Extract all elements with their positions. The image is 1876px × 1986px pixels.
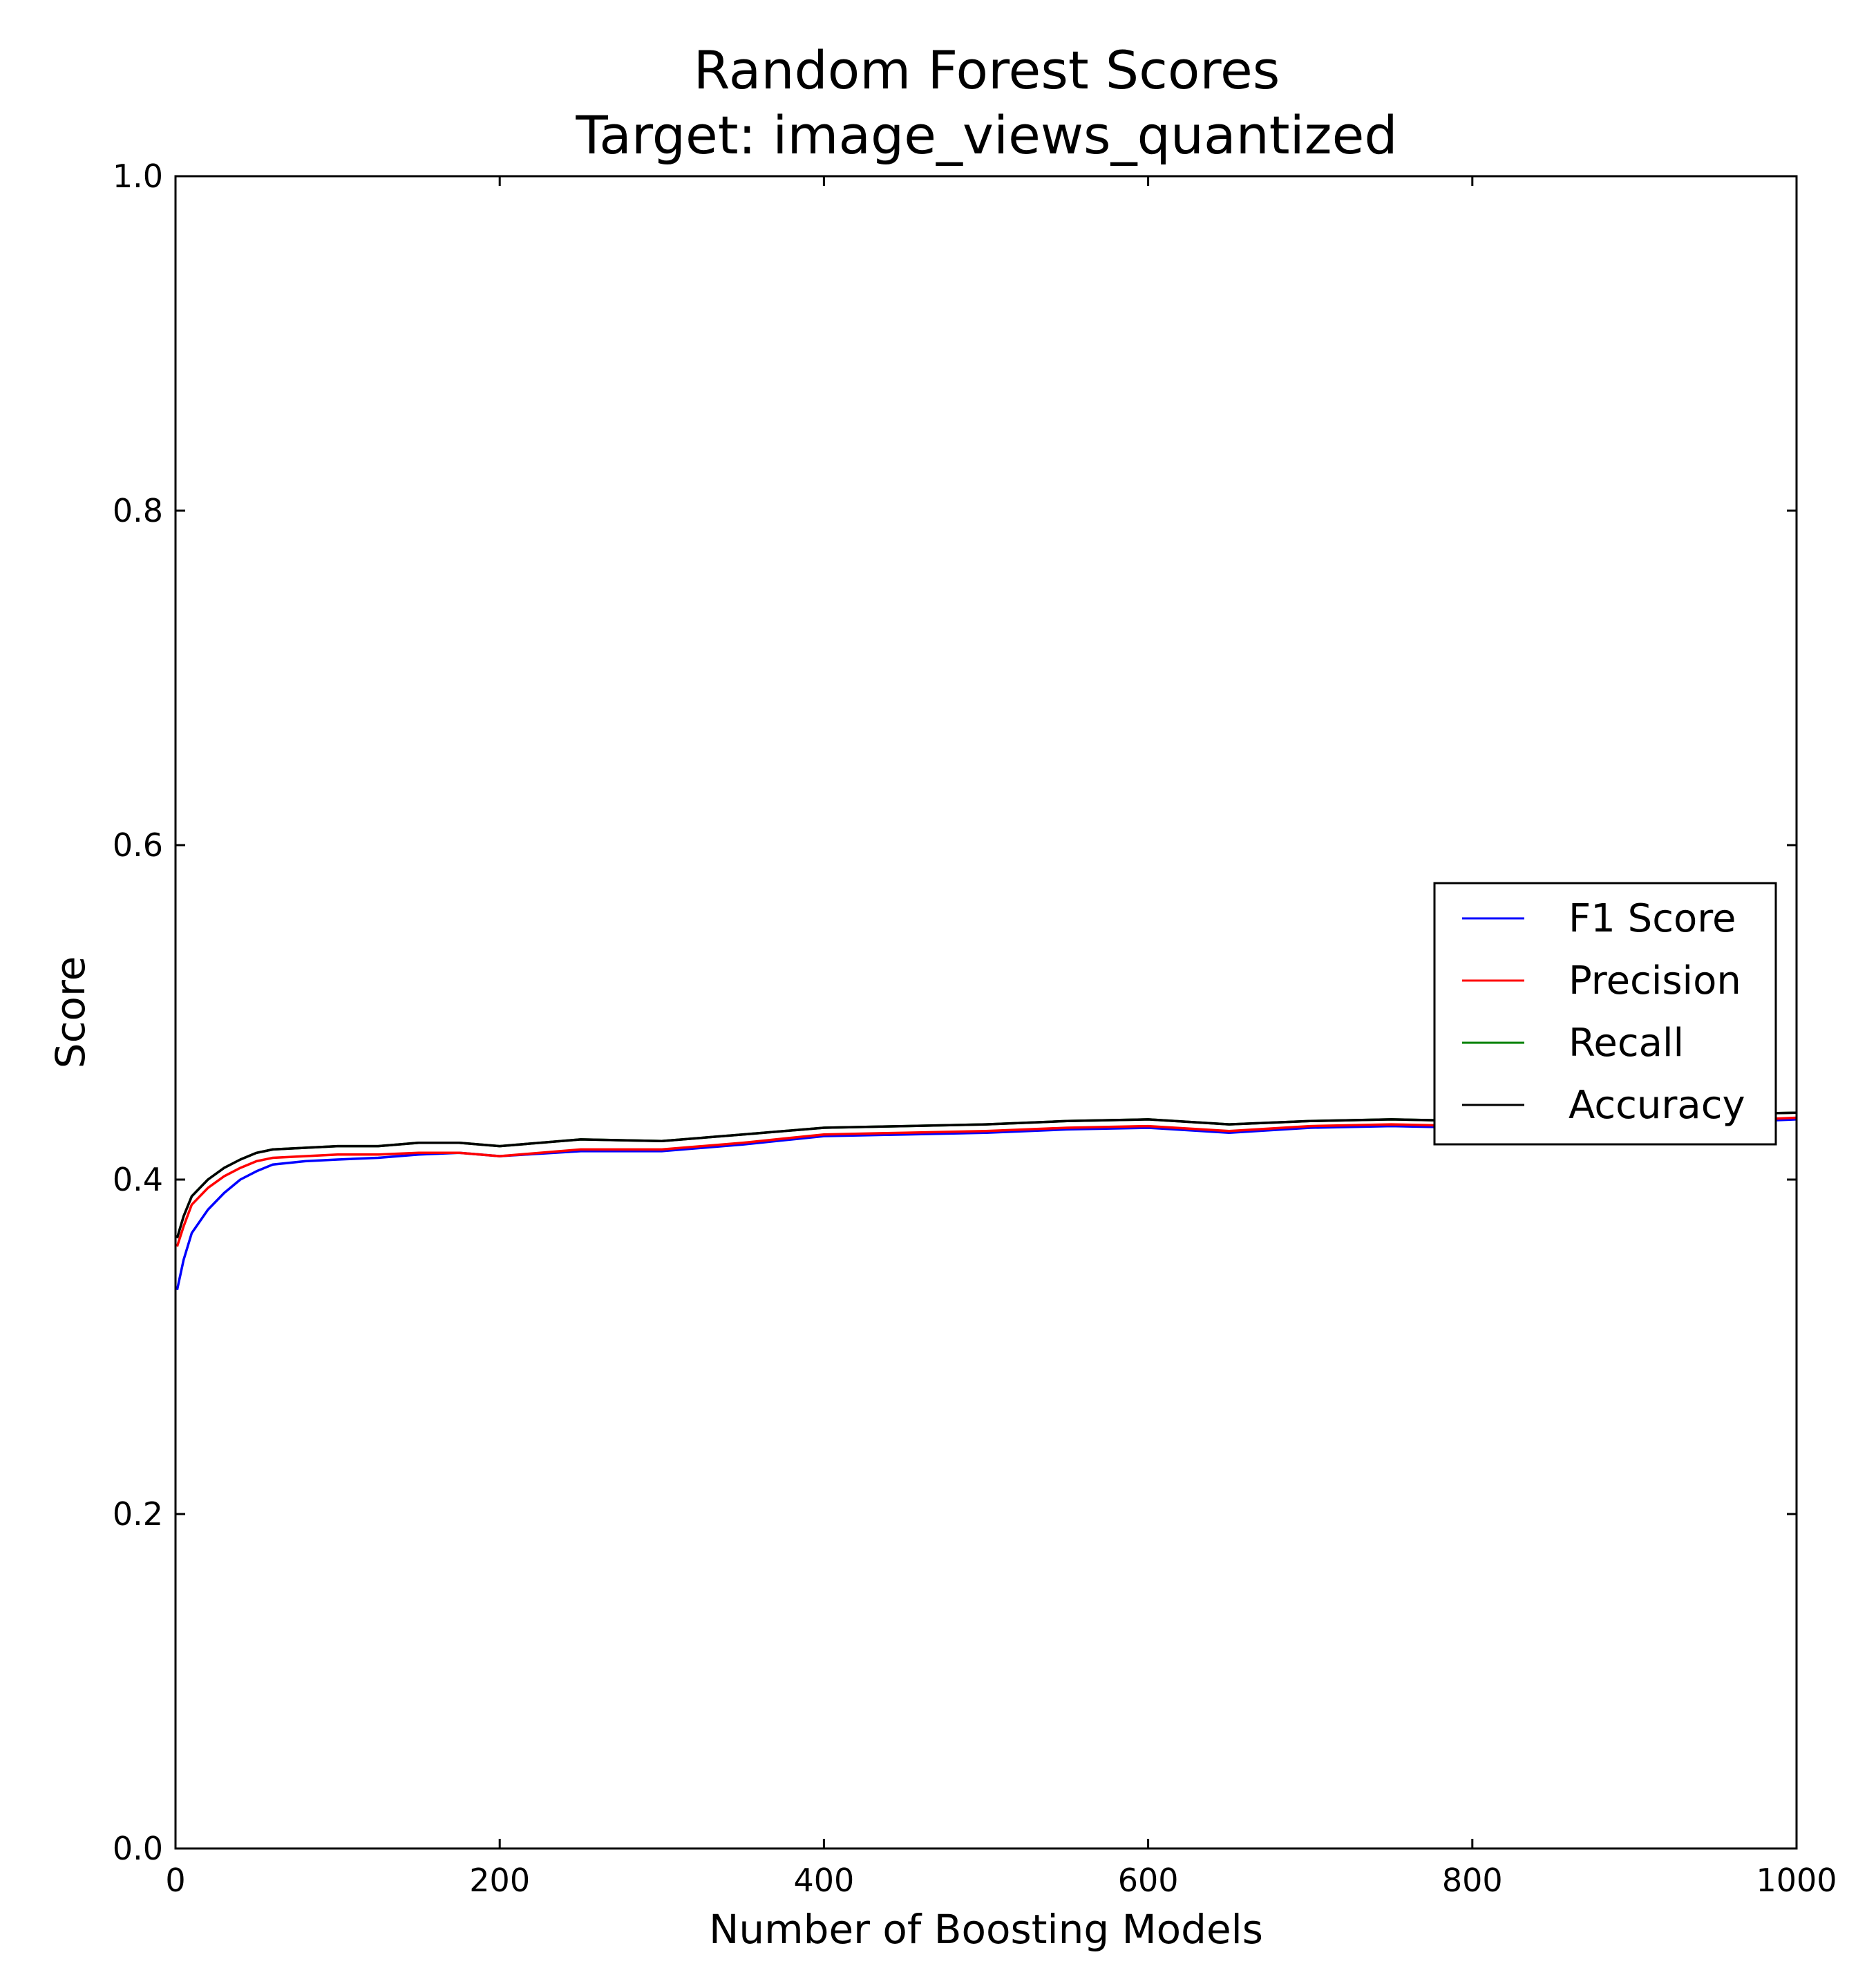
y-tick-label: 0.2 bbox=[113, 1495, 163, 1533]
y-tick-label: 1.0 bbox=[113, 158, 163, 195]
x-tick-label: 400 bbox=[793, 1862, 854, 1899]
legend-label-recall: Recall bbox=[1569, 1021, 1684, 1066]
x-tick-label: 0 bbox=[165, 1862, 185, 1899]
y-tick-label: 0.6 bbox=[113, 826, 163, 864]
legend-label-accuracy: Accuracy bbox=[1569, 1083, 1745, 1128]
x-tick-label: 1000 bbox=[1756, 1862, 1837, 1899]
legend-label-precision: Precision bbox=[1569, 958, 1741, 1003]
x-axis-label: Number of Boosting Models bbox=[709, 1906, 1263, 1953]
plot-frame bbox=[174, 175, 1798, 1850]
series-line-accuracy bbox=[176, 1111, 1797, 1239]
series-layer bbox=[176, 1111, 1797, 1291]
legend-label-f1-score: F1 Score bbox=[1569, 896, 1736, 941]
y-tick-label: 0.4 bbox=[113, 1161, 163, 1198]
series-line-precision bbox=[176, 1116, 1797, 1247]
y-tick-label: 0.0 bbox=[113, 1830, 163, 1867]
legend: F1 Score Precision Recall Accuracy bbox=[1433, 882, 1777, 1146]
legend-box bbox=[1433, 882, 1777, 1146]
series-line-f1-score bbox=[176, 1118, 1797, 1291]
y-tick-label: 0.8 bbox=[113, 492, 163, 529]
x-tick-label: 200 bbox=[469, 1862, 530, 1899]
y-axis-label: Score bbox=[47, 956, 94, 1068]
chart-subtitle: Target: image_views_quantized bbox=[575, 104, 1397, 166]
chart-title: Random Forest Scores bbox=[694, 39, 1280, 101]
ticks-layer: 0 200 400 600 800 1000 0.0 0.2 0.4 0.6 0.8 1.0 bbox=[113, 158, 1837, 1899]
x-tick-label: 600 bbox=[1118, 1862, 1179, 1899]
x-tick-label: 800 bbox=[1442, 1862, 1503, 1899]
